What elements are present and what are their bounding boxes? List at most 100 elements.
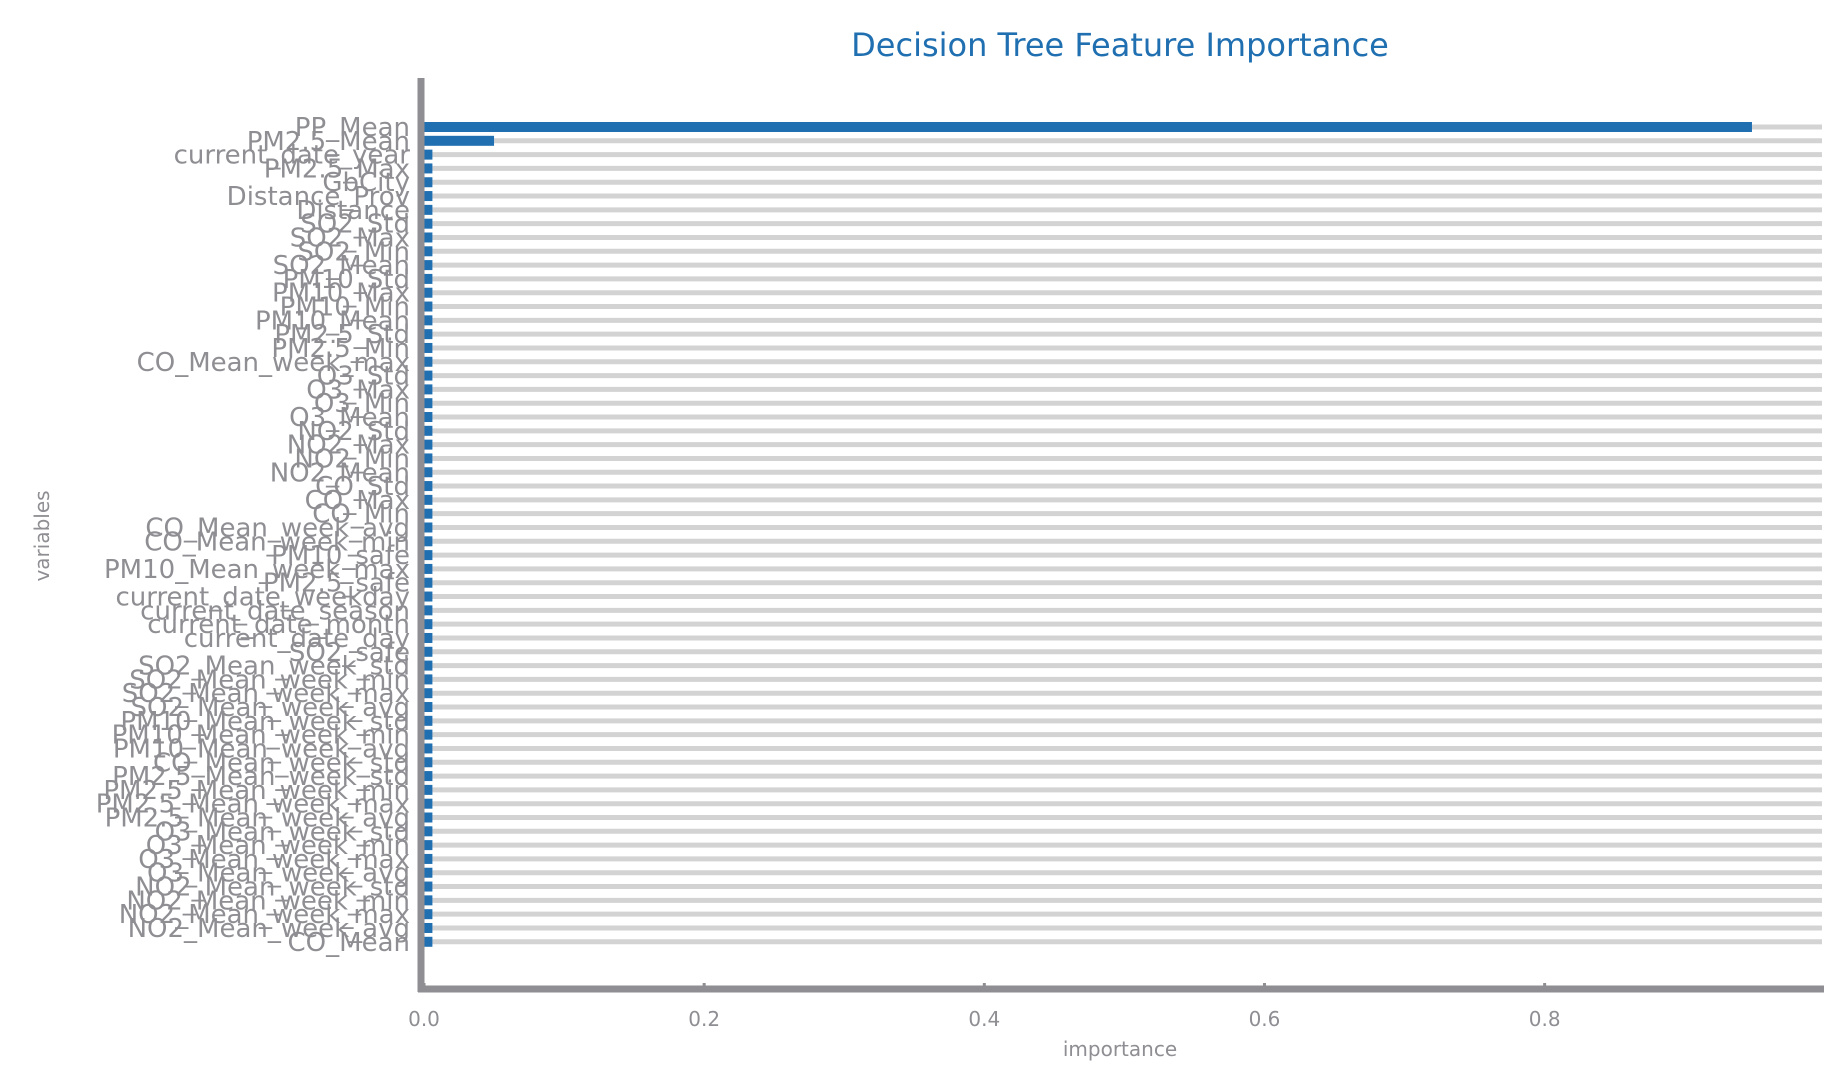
bar (424, 784, 433, 795)
x-tick-label: 0.8 (1529, 1007, 1561, 1031)
category-label: PM2.5_Mean_week_avg (105, 804, 410, 834)
x-tick-label: 0.0 (408, 1007, 440, 1031)
bar (424, 494, 433, 505)
category-label: SO2_Mean_week_min (129, 665, 410, 695)
bar (424, 660, 433, 671)
bar (424, 273, 433, 284)
category-label: Distance_Prov (227, 182, 410, 212)
bar (424, 163, 433, 174)
category-label: PM2.5_safe (263, 569, 410, 599)
category-label: current_date_day (184, 624, 410, 654)
bar (424, 909, 433, 920)
bar (424, 853, 433, 864)
bar (424, 605, 433, 616)
bar (424, 329, 433, 340)
bar (424, 177, 433, 188)
category-label: current_date_weekday (115, 583, 410, 613)
category-label: O3_Std (317, 362, 410, 392)
bar (424, 315, 433, 326)
category-label: PM10_Mean_week_min (112, 721, 410, 751)
category-label: PP_Mean (295, 113, 410, 143)
category-label: PM10_Std (283, 265, 410, 295)
category-label: SO2_Mean_week_std (138, 652, 410, 682)
bar (424, 812, 433, 823)
bar (424, 646, 433, 657)
bars (424, 122, 1752, 947)
category-label: PM2.5_Mean_week_std (112, 762, 410, 792)
category-label: PM10_Mean_week_avg (113, 734, 410, 764)
bar (424, 563, 433, 574)
bar (424, 688, 433, 699)
category-label: NO2_Min (294, 444, 410, 474)
bar (424, 881, 433, 892)
category-label: O3_Mean_week_std (155, 817, 410, 847)
bar (424, 425, 433, 436)
bar (424, 439, 433, 450)
category-label: NO2_Std (297, 417, 410, 447)
category-label: NO2_Mean (270, 458, 410, 488)
category-label: NO2_Max (287, 431, 410, 461)
bar (424, 481, 433, 492)
bar (424, 798, 433, 809)
category-label: O3_Max (306, 375, 410, 405)
bar (424, 232, 433, 243)
x-tick-label: 0.6 (1249, 1007, 1281, 1031)
category-label: CO_Mean_week_avg (145, 513, 410, 543)
category-label: O3_Mean_week_min (146, 831, 410, 861)
category-label: PM10_safe (271, 541, 410, 571)
bar (424, 619, 433, 630)
bar (424, 674, 433, 685)
x-tick-label: 0.2 (688, 1007, 720, 1031)
category-label: SO2_Mean (273, 251, 410, 281)
bar (424, 840, 433, 851)
bar (424, 508, 433, 519)
bar (424, 922, 433, 933)
category-label: PM2.5_Mean_week_max (96, 790, 410, 820)
bar (424, 453, 433, 464)
category-label: CO_Min (312, 500, 410, 530)
bar (424, 715, 433, 726)
x-axis-label: importance (1063, 1037, 1177, 1061)
category-label: CO_Max (305, 486, 410, 516)
bar (424, 356, 433, 367)
bar (424, 287, 433, 298)
category-label: PM2.5_Min (271, 334, 410, 364)
category-label: SO2_Std (300, 210, 410, 240)
bar (424, 702, 433, 713)
gridlines (424, 124, 1822, 945)
category-label: PM2.5_Max (264, 154, 410, 184)
chart-title: Decision Tree Feature Importance (851, 26, 1389, 64)
bar (424, 536, 433, 547)
x-tick-label: 0.4 (968, 1007, 1000, 1031)
category-label: PM10_Mean_week_max (104, 555, 410, 585)
bar (424, 550, 433, 561)
category-label: GbCity (322, 168, 410, 198)
bar (424, 398, 433, 409)
category-label: SO2_safe (289, 638, 410, 668)
bar (424, 895, 433, 906)
category-label: PM10_Max (272, 279, 410, 309)
bar (424, 301, 433, 312)
category-label: NO2_Mean_week_max (119, 900, 410, 930)
category-label: PM2.5_Mean (247, 127, 410, 157)
category-label: SO2_Mean_week_avg (131, 693, 411, 723)
category-label: SO2_Max (290, 223, 410, 253)
bar (424, 149, 433, 160)
bar (424, 771, 433, 782)
bar (424, 936, 433, 947)
bar (424, 370, 433, 381)
bar (424, 522, 433, 533)
category-label: O3_Mean_week_avg (147, 859, 410, 889)
bar (424, 743, 433, 754)
category-label: O3_Min (314, 389, 410, 419)
y-axis-label: variables (30, 490, 54, 581)
bar (424, 867, 433, 878)
category-label: CO_Mean_week_max (137, 348, 410, 378)
category-label: PM10_Mean_week_std (120, 707, 410, 737)
bar (424, 577, 433, 588)
category-label: NO2_Mean_week_avg (128, 914, 410, 944)
bar (424, 632, 433, 643)
bar (424, 826, 433, 837)
bar (424, 591, 433, 602)
